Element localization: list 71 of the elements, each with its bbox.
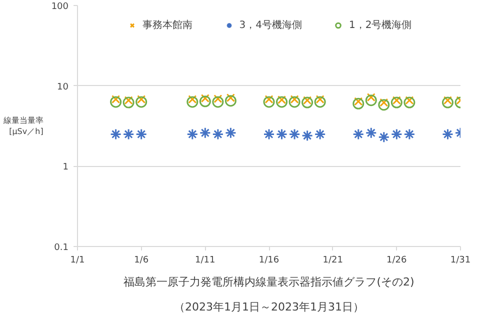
point	[290, 95, 299, 104]
point	[199, 96, 211, 108]
point	[288, 96, 300, 108]
point	[288, 128, 300, 140]
point	[112, 95, 120, 104]
point	[212, 128, 224, 140]
text: （2023年1月1日～2023年1月31日）	[174, 300, 364, 314]
point	[352, 98, 364, 110]
point	[212, 96, 224, 108]
point	[276, 128, 288, 140]
point	[263, 128, 275, 140]
point	[390, 128, 402, 140]
point	[226, 93, 235, 102]
y-tick-label: 100	[51, 2, 69, 12]
legend-label: 事務本館南	[142, 18, 192, 32]
point	[352, 128, 364, 140]
x-tick-label: 1/31	[450, 256, 471, 266]
x-tick-label: 1/6	[134, 256, 149, 266]
legend-label: 1，2号機海側	[349, 18, 412, 32]
point	[122, 128, 134, 140]
point	[199, 127, 211, 139]
point	[405, 96, 414, 105]
y-tick-label: 10	[57, 82, 69, 92]
point	[137, 95, 146, 104]
point	[224, 127, 236, 139]
point	[442, 96, 454, 108]
point	[303, 96, 312, 105]
point	[276, 96, 288, 108]
x-tick-label: 1/11	[195, 256, 216, 266]
point	[200, 94, 210, 103]
point	[316, 95, 324, 104]
point	[365, 127, 377, 139]
point	[136, 128, 148, 140]
point	[442, 128, 454, 140]
point	[378, 99, 390, 111]
x-tick-label: 1/16	[258, 256, 280, 266]
point	[122, 96, 134, 108]
point	[404, 128, 416, 140]
point	[378, 131, 390, 143]
point	[354, 97, 363, 106]
legend-label: 3，4号機海側	[239, 18, 302, 32]
point	[443, 96, 452, 105]
point	[124, 96, 133, 105]
y-tick-label: 0.1	[54, 243, 69, 253]
x-tick-label: 1/21	[322, 256, 343, 266]
point	[136, 96, 148, 108]
point	[186, 128, 198, 140]
point	[380, 98, 388, 107]
point	[263, 96, 275, 108]
point	[224, 95, 236, 107]
point	[264, 95, 274, 104]
point	[186, 96, 198, 108]
point	[188, 95, 197, 104]
point	[404, 96, 416, 108]
point	[302, 130, 314, 142]
point	[110, 128, 122, 140]
point	[302, 96, 314, 108]
point	[214, 94, 222, 104]
point	[390, 96, 402, 108]
point	[366, 93, 376, 102]
point	[110, 96, 122, 108]
y-axis-title: 線量当量率 [μSv／h]	[2, 116, 44, 136]
x-tick-label: 1/1	[70, 256, 85, 266]
point	[277, 96, 286, 104]
y-tick-label: 1	[62, 162, 69, 173]
x-tick-label: 1/26	[386, 256, 408, 266]
point	[365, 94, 377, 106]
point	[314, 128, 326, 140]
point	[392, 96, 401, 105]
point	[314, 96, 326, 108]
text: 福島第一原子力発電所構内線量表示器指示値グラフ(その2)	[124, 276, 414, 288]
